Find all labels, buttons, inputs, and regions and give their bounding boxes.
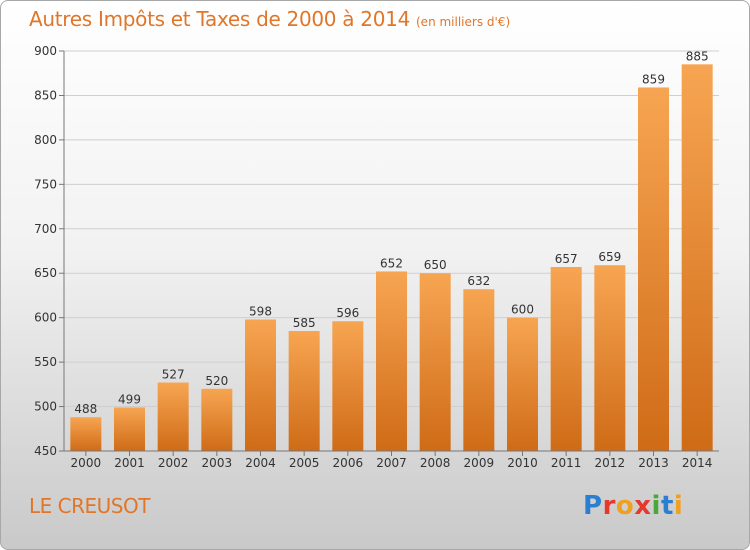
logo-letter: i	[651, 491, 661, 521]
logo-letter: i	[673, 491, 684, 521]
bar-2012	[594, 265, 626, 451]
value-label-2009: 632	[467, 274, 490, 288]
y-tick-label-450: 450	[34, 444, 57, 458]
logo-letter: t	[660, 491, 674, 521]
x-tick-label-2004: 2004	[245, 456, 276, 470]
value-label-2010: 600	[511, 303, 534, 317]
value-label-2003: 520	[205, 374, 228, 388]
y-axis: 450 500 550 600 650 700 750 800 850 900	[34, 44, 65, 458]
x-axis: 2000 2001 2002 2003 2004 2005 2006 2007 2008 2009…	[64, 450, 719, 470]
bar-2011	[550, 267, 582, 451]
logo-letter: r	[602, 491, 616, 521]
bars: 488 499 527 520 598 585 596 652 650 632 600 657 659 8…	[70, 49, 713, 452]
value-label-2001: 499	[118, 392, 141, 406]
bar-2006	[332, 321, 364, 451]
bar-2013	[638, 87, 669, 451]
x-tick-label-2009: 2009	[464, 456, 495, 470]
bar-2003	[201, 388, 233, 451]
y-tick-label-600: 600	[34, 311, 57, 325]
x-tick-label-2010: 2010	[507, 456, 538, 470]
bar-2005	[288, 331, 320, 451]
x-tick-label-2007: 2007	[376, 456, 407, 470]
bar-2007	[376, 271, 407, 451]
logo-letter: P	[583, 491, 603, 521]
value-label-2004: 598	[249, 304, 272, 318]
commune-name: LE CREUSOT	[29, 494, 150, 518]
title-text: Autres Impôts et Taxes de 2000 à 2014	[29, 7, 410, 31]
value-label-2002: 527	[162, 368, 185, 382]
x-tick-label-2012: 2012	[595, 456, 626, 470]
x-tick-label-2014: 2014	[682, 456, 713, 470]
value-label-2008: 650	[424, 258, 447, 272]
logo-letter: x	[634, 491, 652, 521]
x-tick-label-2000: 2000	[71, 456, 102, 470]
x-tick-label-2011: 2011	[551, 456, 582, 470]
y-tick-label-850: 850	[34, 88, 57, 102]
y-tick-label-800: 800	[34, 133, 57, 147]
value-label-2014: 885	[686, 49, 709, 63]
x-tick-label-2013: 2013	[638, 456, 669, 470]
bar-2008	[419, 273, 451, 451]
y-tick-label-500: 500	[34, 400, 57, 414]
y-tick-label-650: 650	[34, 266, 57, 280]
proxiti-logo: Proxiti	[583, 491, 683, 521]
value-label-2011: 657	[555, 252, 578, 266]
bar-2014	[681, 64, 713, 452]
bar-2010	[507, 317, 538, 451]
y-tick-label-900: 900	[34, 44, 57, 58]
bar-2004	[245, 319, 276, 451]
x-tick-label-2002: 2002	[158, 456, 189, 470]
x-tick-label-2008: 2008	[420, 456, 451, 470]
x-tick-label-2003: 2003	[202, 456, 233, 470]
value-label-2005: 585	[293, 316, 316, 330]
title-unit: (en milliers d'€)	[416, 15, 511, 29]
y-tick-label-700: 700	[34, 222, 57, 236]
value-label-2006: 596	[336, 306, 359, 320]
y-tick-label-550: 550	[34, 355, 57, 369]
value-label-2013: 859	[642, 72, 665, 86]
bar-2009	[463, 289, 495, 451]
bar-2001	[114, 407, 145, 451]
x-tick-label-2005: 2005	[289, 456, 320, 470]
value-label-2000: 488	[74, 402, 97, 416]
bar-2000	[70, 417, 102, 451]
y-tick-label-750: 750	[34, 177, 57, 191]
x-tick-label-2001: 2001	[114, 456, 145, 470]
x-tick-label-2006: 2006	[333, 456, 364, 470]
logo-letter: o	[615, 491, 635, 521]
value-label-2007: 652	[380, 256, 403, 270]
value-label-2012: 659	[598, 250, 621, 264]
bar-2002	[157, 382, 189, 451]
chart-title: Autres Impôts et Taxes de 2000 à 2014 (en…	[29, 7, 510, 31]
